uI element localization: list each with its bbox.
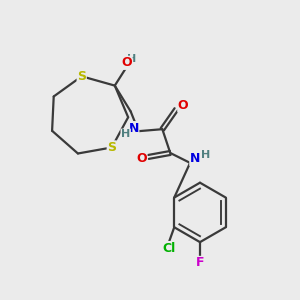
Text: S: S: [107, 141, 116, 154]
Text: N: N: [128, 122, 139, 135]
Text: H: H: [127, 54, 136, 64]
Text: O: O: [136, 152, 147, 165]
Text: O: O: [122, 56, 132, 69]
Text: Cl: Cl: [163, 242, 176, 255]
Text: S: S: [77, 70, 86, 83]
Text: F: F: [196, 256, 204, 269]
Text: H: H: [201, 150, 211, 160]
Text: N: N: [190, 152, 200, 165]
Text: H: H: [121, 129, 130, 139]
Text: O: O: [178, 99, 188, 112]
